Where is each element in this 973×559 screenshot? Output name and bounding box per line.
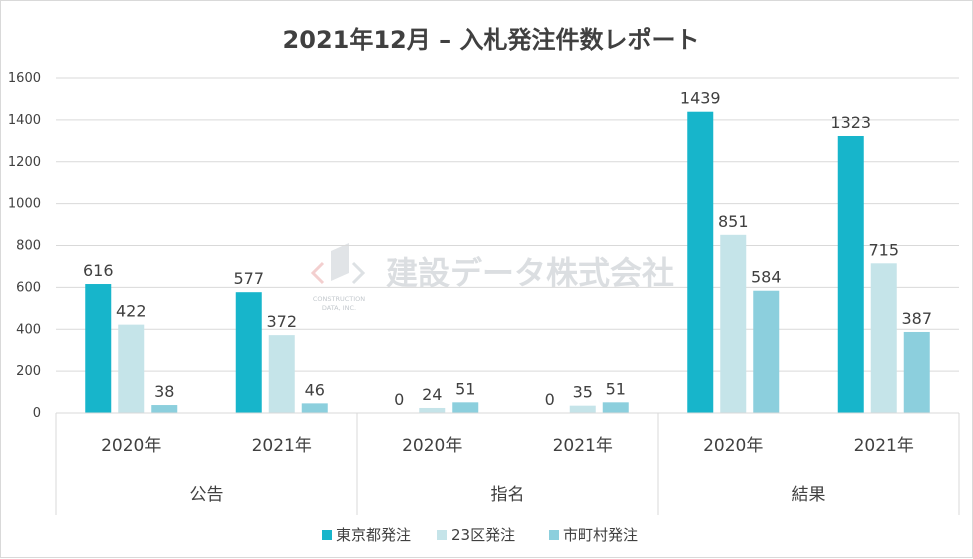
y-tick-label: 0 <box>33 406 41 421</box>
data-label: 1323 <box>830 113 871 132</box>
y-tick-label: 200 <box>16 364 41 379</box>
legend-label: 東京都発注 <box>336 526 411 544</box>
data-label: 1439 <box>680 89 721 108</box>
chevron-right-icon <box>351 261 366 285</box>
bar <box>301 403 328 413</box>
x-tick-label: 2021年 <box>553 436 613 456</box>
gridlines <box>56 77 959 372</box>
data-label: 372 <box>266 312 297 331</box>
x-group-label: 結果 <box>792 485 826 505</box>
data-label: 387 <box>901 309 932 328</box>
bar <box>753 290 780 413</box>
x-tick-label: 2021年 <box>252 436 312 456</box>
x-group-label: 指名 <box>491 485 525 505</box>
data-label: 38 <box>154 382 174 401</box>
bar <box>837 135 864 413</box>
y-tick-label: 1600 <box>8 71 41 86</box>
y-tick-label: 1200 <box>8 155 41 170</box>
legend-swatch <box>437 530 447 540</box>
x-tick-label: 2020年 <box>402 436 462 456</box>
data-label: 422 <box>116 302 147 321</box>
bar <box>268 335 295 413</box>
y-tick-label: 600 <box>16 280 41 295</box>
bar <box>903 331 930 413</box>
x-tick-label: 2021年 <box>854 436 914 456</box>
bar <box>720 234 747 413</box>
chart-title: 2021年12月 – 入札発注件数レポート <box>283 26 700 54</box>
legend-label: 23区発注 <box>451 526 515 544</box>
data-label: 577 <box>233 269 264 288</box>
bars <box>85 111 930 413</box>
bar <box>687 111 714 413</box>
y-axis-ticks: 0 200 400 600 800 1000 1200 1400 1600 <box>8 71 41 421</box>
watermark-line2: DATA, INC. <box>322 304 356 312</box>
data-label: 616 <box>83 261 114 280</box>
legend-swatch <box>549 530 559 540</box>
data-label: 851 <box>718 212 749 231</box>
watermark-logo: CONSTRUCTION DATA, INC. 建設データ株式会社 <box>310 243 674 312</box>
data-label: 51 <box>606 379 626 398</box>
legend: 東京都発注 23区発注 市町村発注 <box>322 526 638 544</box>
building-logo-icon <box>331 243 349 281</box>
x-group-label: 公告 <box>190 485 224 505</box>
bar <box>235 292 262 413</box>
legend-label: 市町村発注 <box>563 526 638 544</box>
watermark-line1: CONSTRUCTION <box>313 295 365 303</box>
chevron-left-icon <box>310 261 325 285</box>
y-tick-label: 800 <box>16 239 41 254</box>
data-label: 24 <box>422 385 442 404</box>
bar <box>85 284 112 413</box>
bar <box>151 405 178 413</box>
bar <box>419 407 446 413</box>
data-label: 46 <box>305 380 325 399</box>
bar <box>602 402 629 413</box>
bar <box>870 263 897 413</box>
y-tick-label: 1000 <box>8 197 41 212</box>
data-label: 0 <box>394 390 404 409</box>
legend-swatch <box>322 530 332 540</box>
bar <box>569 405 596 413</box>
bar <box>452 402 479 413</box>
watermark-company: 建設データ株式会社 <box>386 254 674 292</box>
data-label: 715 <box>868 240 899 259</box>
x-tick-label: 2020年 <box>703 436 763 456</box>
x-tick-label: 2020年 <box>101 436 161 456</box>
data-label: 584 <box>751 268 782 287</box>
data-labels: 616 577 0 0 1439 1323 422 372 24 35 851 715 38 46 51 51… <box>83 89 932 409</box>
data-label: 35 <box>573 383 593 402</box>
y-tick-label: 400 <box>16 322 41 337</box>
y-tick-label: 1400 <box>8 113 41 128</box>
data-label: 0 <box>545 390 555 409</box>
bar <box>118 324 145 413</box>
data-label: 51 <box>455 379 475 398</box>
